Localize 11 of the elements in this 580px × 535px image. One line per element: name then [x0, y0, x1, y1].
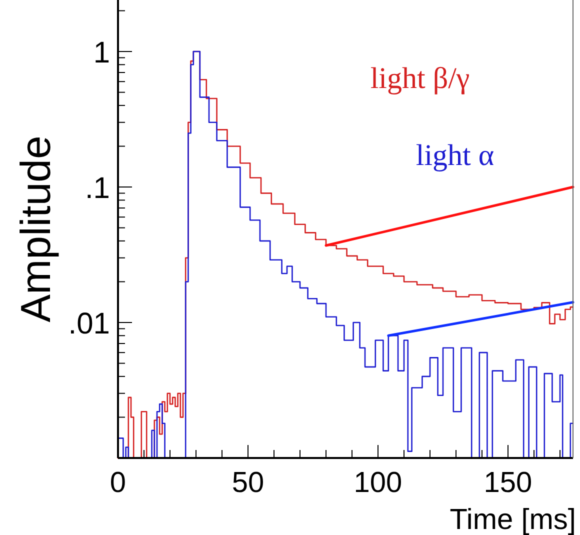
x-axis-title: Time [ms] — [450, 504, 576, 535]
text: light α — [416, 139, 494, 172]
y-tick-label: .1 — [84, 172, 110, 206]
x-tick-label: 100 — [354, 467, 402, 499]
y-axis-title: Amplitude — [12, 136, 59, 322]
text: light β/γ — [370, 62, 470, 95]
x-tick-label: 150 — [484, 467, 532, 499]
y-tick-label: .01 — [68, 308, 110, 341]
x-tick-label: 0 — [110, 467, 126, 499]
x-tick-label: 50 — [232, 467, 264, 499]
y-tick-label: 1 — [93, 36, 110, 70]
